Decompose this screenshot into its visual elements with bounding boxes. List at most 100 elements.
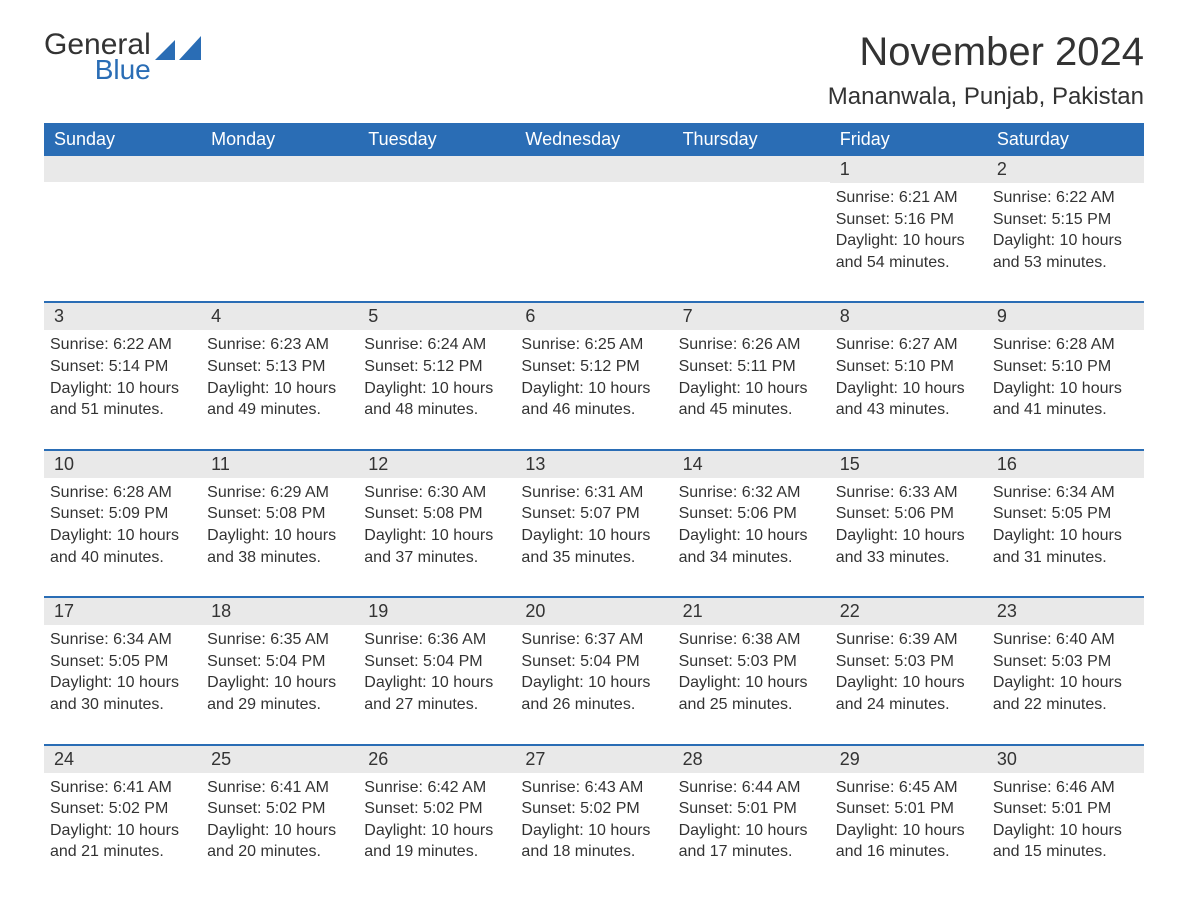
daylight-label: Daylight: <box>207 674 269 691</box>
sunset-line: Sunset: 5:03 PM <box>836 651 981 673</box>
daylight-label: Daylight: <box>521 380 583 397</box>
sunset-value: 5:01 PM <box>894 800 954 817</box>
sunset-value: 5:06 PM <box>737 505 797 522</box>
sunset-value: 5:03 PM <box>894 653 954 670</box>
calendar-cell: 21Sunrise: 6:38 AMSunset: 5:03 PMDayligh… <box>673 597 830 744</box>
sunset-label: Sunset: <box>364 800 418 817</box>
day-number: 25 <box>201 746 358 773</box>
daylight-label: Daylight: <box>993 527 1055 544</box>
sunrise-line: Sunrise: 6:42 AM <box>364 777 509 799</box>
calendar-cell: 18Sunrise: 6:35 AMSunset: 5:04 PMDayligh… <box>201 597 358 744</box>
empty-day-band <box>515 156 672 182</box>
sunrise-line: Sunrise: 6:30 AM <box>364 482 509 504</box>
sunrise-label: Sunrise: <box>679 484 738 501</box>
sunset-value: 5:04 PM <box>423 653 483 670</box>
sunset-line: Sunset: 5:10 PM <box>993 356 1138 378</box>
sunrise-value: 6:23 AM <box>270 336 329 353</box>
day-number: 10 <box>44 451 201 478</box>
sunrise-label: Sunrise: <box>679 631 738 648</box>
sunset-label: Sunset: <box>521 358 575 375</box>
calendar-cell: 13Sunrise: 6:31 AMSunset: 5:07 PMDayligh… <box>515 450 672 597</box>
logo-text: General Blue <box>44 30 151 84</box>
day-header: Sunday <box>44 123 201 156</box>
sunset-line: Sunset: 5:01 PM <box>679 798 824 820</box>
sunrise-value: 6:21 AM <box>899 189 958 206</box>
calendar-week: 1Sunrise: 6:21 AMSunset: 5:16 PMDaylight… <box>44 156 1144 302</box>
sunset-value: 5:15 PM <box>1052 211 1112 228</box>
calendar-cell: 28 Sunrise: 6:44 AM Sunset: 5:01 PM Dayligh… <box>673 745 830 891</box>
sunset-label: Sunset: <box>364 505 418 522</box>
sunrise-value: 6:24 AM <box>427 336 486 353</box>
sunset-value: 5:06 PM <box>894 505 954 522</box>
sunrise-label: Sunrise: <box>364 631 423 648</box>
day-number: 20 <box>515 598 672 625</box>
sunrise-line: Sunrise: 6:28 AM <box>993 334 1138 356</box>
calendar-cell: 6Sunrise: 6:25 AMSunset: 5:12 PMDaylight… <box>515 302 672 449</box>
sunset-label: Sunset: <box>207 653 261 670</box>
day-header: Tuesday <box>358 123 515 156</box>
sunset-line: Sunset: 5:06 PM <box>679 503 824 525</box>
daylight-label: Daylight: <box>521 674 583 691</box>
day-number: 5 <box>358 303 515 330</box>
sunset-value: 5:12 PM <box>580 358 640 375</box>
sunset-line: Sunset: 5:12 PM <box>364 356 509 378</box>
sunset-value: 5:05 PM <box>109 653 169 670</box>
sunset-value: 5:01 PM <box>737 800 797 817</box>
sunrise-value: 6:28 AM <box>1056 336 1115 353</box>
sunrise-value: 6:26 AM <box>742 336 801 353</box>
calendar-cell: 29Sunrise: 6:45 AMSunset: 5:01 PMDayligh… <box>830 745 987 891</box>
sunrise-label: Sunrise: <box>836 631 895 648</box>
sunrise-value: 6:22 AM <box>113 336 172 353</box>
sunset-value: 5:04 PM <box>580 653 640 670</box>
daylight-label: Daylight: <box>679 822 741 839</box>
daylight-label: Daylight: <box>207 527 269 544</box>
sunrise-label: Sunrise: <box>993 336 1052 353</box>
daylight-label: Daylight: <box>836 822 898 839</box>
sunset-label: Sunset: <box>207 800 261 817</box>
sunset-line: Sunset: 5:02 PM <box>521 798 666 820</box>
day-header: Monday <box>201 123 358 156</box>
daylight-line: Daylight: 10 hours and 35 minutes. <box>521 525 666 568</box>
daylight-label: Daylight: <box>207 822 269 839</box>
sunrise-label: Sunrise: <box>50 484 109 501</box>
sunset-line: Sunset: 5:12 PM <box>521 356 666 378</box>
logo-word-blue: Blue <box>44 56 151 84</box>
daylight-line: Daylight: 10 hours and 30 minutes. <box>50 672 195 715</box>
sunrise-label: Sunrise: <box>50 336 109 353</box>
sunrise-value: 6:40 AM <box>1056 631 1115 648</box>
sunrise-line: Sunrise: 6:24 AM <box>364 334 509 356</box>
sunrise-line: Sunrise: 6:25 AM <box>521 334 666 356</box>
day-number: 4 <box>201 303 358 330</box>
daylight-line: Daylight: 10 hours and 22 minutes. <box>993 672 1138 715</box>
sunset-line: Sunset: 5:09 PM <box>50 503 195 525</box>
daylight-label: Daylight: <box>993 674 1055 691</box>
calendar-cell: 20Sunrise: 6:37 AMSunset: 5:04 PMDayligh… <box>515 597 672 744</box>
sunset-line: Sunset: 5:13 PM <box>207 356 352 378</box>
day-number: 14 <box>673 451 830 478</box>
sunset-label: Sunset: <box>50 505 104 522</box>
sunrise-value: 6:36 AM <box>427 631 486 648</box>
sunset-line: Sunset: 5:03 PM <box>993 651 1138 673</box>
daylight-line: Daylight: 10 hours and 24 minutes. <box>836 672 981 715</box>
day-number: 28 <box>673 746 830 773</box>
calendar-cell: 1Sunrise: 6:21 AMSunset: 5:16 PMDaylight… <box>830 156 987 302</box>
calendar-cell: 26Sunrise: 6:42 AMSunset: 5:02 PMDayligh… <box>358 745 515 891</box>
sunrise-value: 6:30 AM <box>427 484 486 501</box>
day-number: 9 <box>987 303 1144 330</box>
sunrise-label: Sunrise: <box>679 779 738 796</box>
sunrise-value: 6:37 AM <box>585 631 644 648</box>
daylight-line: Daylight: 10 hours and 15 minutes. <box>993 820 1138 863</box>
sunset-value: 5:03 PM <box>737 653 797 670</box>
sunrise-line: Sunrise: 6:29 AM <box>207 482 352 504</box>
sunset-value: 5:02 PM <box>423 800 483 817</box>
sunset-value: 5:16 PM <box>894 211 954 228</box>
sunrise-line: Sunrise: 6:46 AM <box>993 777 1138 799</box>
sunrise-line: Sunrise: 6:45 AM <box>836 777 981 799</box>
sunset-line: Sunset: 5:02 PM <box>50 798 195 820</box>
calendar-cell: 30Sunrise: 6:46 AMSunset: 5:01 PMDayligh… <box>987 745 1144 891</box>
sunrise-value: 6:31 AM <box>585 484 644 501</box>
page-title: November 2024 <box>828 30 1144 75</box>
sunrise-value: 6:44 AM <box>742 779 801 796</box>
sunrise-line: Sunrise: 6:35 AM <box>207 629 352 651</box>
sunset-value: 5:05 PM <box>1052 505 1112 522</box>
